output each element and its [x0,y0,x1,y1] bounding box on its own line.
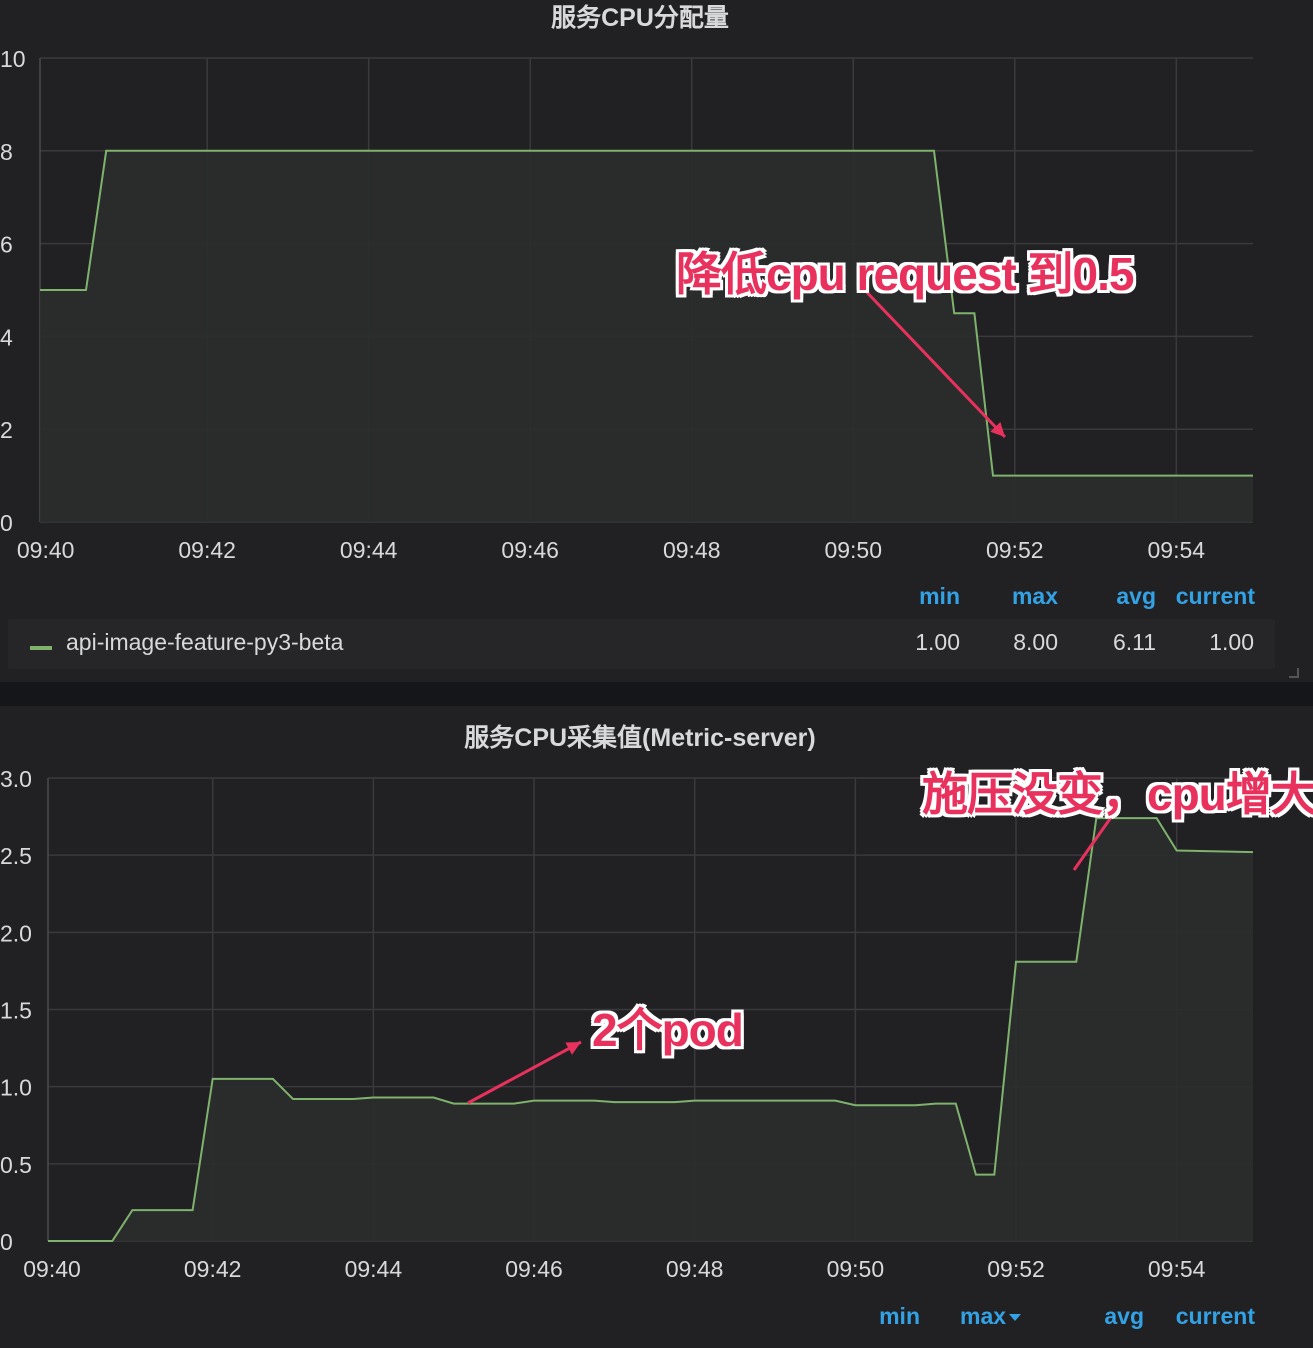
cpu-allocation-panel: 服务CPU分配量 0 2 4 6 8 10 09:40 09:42 09:44 09:46 09:4… [0,0,1313,682]
x-tick-label: 09:54 [1147,537,1205,563]
x-tick-label: 09:52 [987,1256,1045,1282]
legend-headers: min max avg current [0,583,1313,613]
panel-title[interactable]: 服务CPU分配量 [551,4,729,32]
cpu-allocation-chart: 0 2 4 6 8 10 09:40 09:42 09:44 09:46 09:48 09:50 09:… [0,46,1253,563]
y-tick-label: 10 [0,46,26,72]
x-tick-label: 09:54 [1148,1256,1206,1282]
y-tick-label: 0 [0,510,13,536]
legend-value-min: 1.00 [915,629,960,655]
legend-header-min[interactable]: min [879,1303,920,1329]
series-line [40,149,1253,477]
x-tick-label: 09:52 [986,537,1044,563]
annotation-reduce-request: 降低cpu request 到0.5 [676,248,1134,300]
legend-header-current[interactable]: current [1175,583,1255,609]
x-tick-label: 09:44 [345,1256,403,1282]
cpu-metric-chart: 0 0.5 1.0 1.5 2.0 2.5 3.0 09:40 09:42 09:44 09:46 0… [0,766,1254,1282]
y-tick-label: 2.0 [0,920,32,946]
legend-value-max: 8.00 [1013,629,1058,655]
annotation-arrow-line [1072,815,1114,871]
y-tick-label: 0.5 [0,1152,32,1178]
annotation-arrow-head [990,422,1005,437]
series-area [40,150,1253,523]
x-tick-label: 09:42 [184,1256,242,1282]
sort-descending-icon [1009,1314,1022,1322]
legend-header-current[interactable]: current [1175,1303,1255,1329]
y-tick-label: 0 [0,1229,13,1255]
legend-headers: min max avg current [0,1303,1313,1333]
y-tick-label: 3.0 [0,766,32,792]
legend-header-max[interactable]: max [1011,583,1058,609]
legend-value-current: 1.00 [1209,629,1254,655]
panel-resize-handle[interactable] [1289,668,1299,678]
annotation-arrow-line [856,281,1007,439]
panel-title[interactable]: 服务CPU采集值(Metric-server) [464,724,816,752]
legend-series-swatch [30,646,52,650]
legend-header-min[interactable]: min [919,583,960,609]
y-tick-label: 2 [0,417,13,443]
x-tick-label: 09:48 [663,537,721,563]
legend-header-avg[interactable]: avg [1104,1303,1144,1329]
x-tick-label: 09:50 [827,1256,885,1282]
y-tick-label: 1.5 [0,998,32,1024]
legend-value-avg: 6.11 [1112,629,1156,655]
y-tick-label: 8 [0,139,13,165]
legend-header-avg[interactable]: avg [1116,583,1156,609]
annotation-pressure-unchanged: 施压没变，cpu增大 [922,768,1313,820]
x-tick-label: 09:48 [666,1256,724,1282]
y-tick-label: 2.5 [0,843,32,869]
y-tick-label: 1.0 [0,1075,32,1101]
cpu-metric-panel: 服务CPU采集值(Metric-server) 0 0.5 1.0 1.5 2.0 2.5… [0,706,1313,1348]
legend-row[interactable]: api-image-feature-py3-beta 1.00 8.00 6.1… [8,619,1275,669]
annotation-arrow-head [565,1042,581,1055]
y-tick-label: 6 [0,232,13,258]
x-tick-label: 09:46 [501,537,559,563]
y-tick-label: 4 [0,324,13,350]
annotation-two-pods: 2个pod [592,1004,744,1056]
x-tick-label: 09:40 [17,537,75,563]
legend-series-name[interactable]: api-image-feature-py3-beta [66,629,344,655]
legend-header-max[interactable]: max [960,1303,1032,1330]
x-tick-label: 09:42 [178,537,236,563]
x-tick-label: 09:46 [505,1256,563,1282]
annotation-arrow-line [467,1040,582,1105]
x-tick-label: 09:40 [23,1256,81,1282]
series-line [48,817,1254,1242]
legend-header-max-label: max [960,1303,1007,1329]
series-area [48,818,1253,1241]
x-tick-label: 09:50 [824,537,882,563]
x-tick-label: 09:44 [340,537,398,563]
